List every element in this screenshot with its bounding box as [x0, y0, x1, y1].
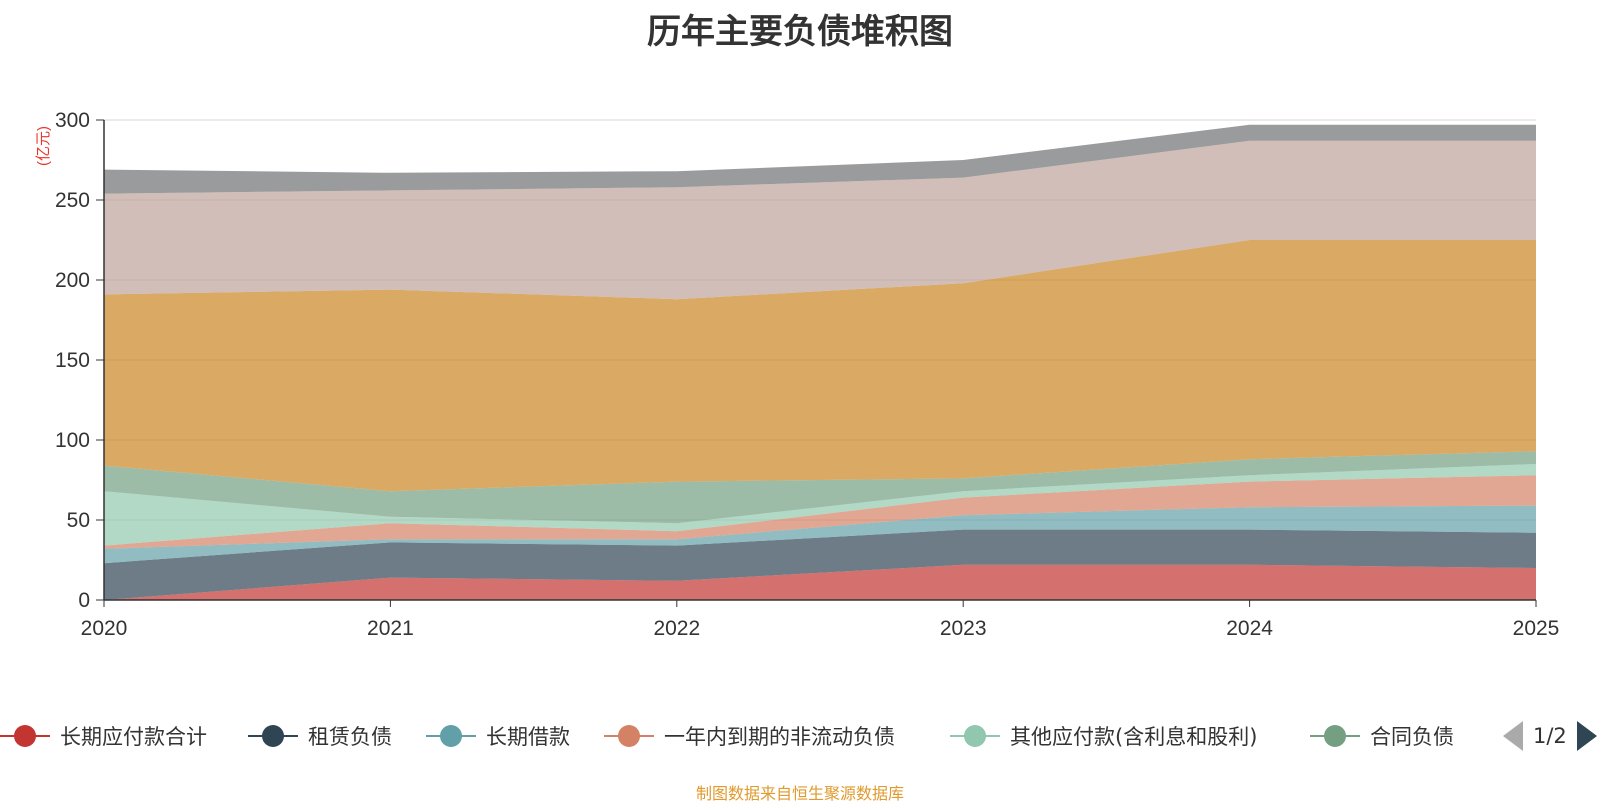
legend-page-indicator: 1/2 [1533, 724, 1567, 748]
legend-marker-icon [248, 725, 298, 747]
legend-item[interactable]: 其他应付款(含利息和股利) [950, 716, 1257, 756]
legend-item[interactable]: 一年内到期的非流动负债 [604, 716, 895, 756]
area-series-6[interactable] [104, 451, 1536, 524]
legend-label: 长期应付款合计 [60, 725, 207, 749]
legend-label: 长期借款 [486, 725, 570, 749]
y-tick-label: 100 [55, 429, 90, 452]
legend-item[interactable]: 长期借款 [426, 716, 570, 756]
x-tick-label: 2022 [653, 617, 700, 640]
source-note: 制图数据来自恒生聚源数据库 [695, 784, 904, 803]
legend: 长期应付款合计 租赁负债 长期借款 一年内到期的非流动负债 其他应付款(含利息和股利) 合… [0, 716, 1600, 756]
x-tick-label: 2020 [81, 617, 128, 640]
legend-marker-icon [0, 725, 50, 747]
y-tick-label: 0 [78, 589, 90, 612]
legend-marker-icon [604, 725, 654, 747]
chart-title: 历年主要负债堆积图 [647, 12, 953, 52]
area-series-9[interactable] [104, 124, 1536, 194]
legend-prev-page-icon[interactable] [1503, 721, 1523, 751]
legend-marker-icon [426, 725, 476, 747]
area-series-8[interactable] [104, 140, 1536, 300]
axes: 0 50 100 150 200 250 300 2020 2021 2022 2023 2024 20… [55, 109, 1559, 640]
area-series [104, 124, 1536, 600]
legend-item[interactable]: 合同负债 [1310, 716, 1454, 756]
legend-item[interactable]: 租赁负债 [248, 716, 392, 756]
chart-plot: 0 50 100 150 200 250 300 2020 2021 2022 2023 2024 20… [35, 109, 1559, 640]
x-tick-label: 2025 [1513, 617, 1560, 640]
area-series-5[interactable] [104, 464, 1536, 546]
y-tick-label: 300 [55, 109, 90, 132]
legend-label: 租赁负债 [308, 725, 392, 749]
legend-item[interactable]: 长期应付款合计 [0, 716, 207, 756]
x-tick-label: 2023 [940, 617, 987, 640]
y-tick-label: 250 [55, 189, 90, 212]
area-series-2[interactable] [104, 529, 1536, 600]
legend-label: 一年内到期的非流动负债 [664, 725, 895, 749]
legend-next-page-icon[interactable] [1576, 721, 1597, 751]
legend-label: 其他应付款(含利息和股利) [1010, 725, 1258, 749]
legend-marker-icon [950, 725, 1000, 747]
legend-pager: 1/2 [1503, 716, 1597, 756]
y-tick-label: 150 [55, 349, 90, 372]
x-tick-label: 2021 [367, 617, 414, 640]
y-unit-label: (亿元) [35, 126, 52, 166]
area-series-3[interactable] [104, 505, 1536, 564]
legend-marker-icon [1310, 725, 1360, 747]
x-tick-label: 2024 [1226, 617, 1273, 640]
area-series-4[interactable] [104, 475, 1536, 549]
y-tick-label: 200 [55, 269, 90, 292]
area-series-1[interactable] [104, 564, 1536, 600]
area-series-7[interactable] [104, 240, 1536, 492]
y-tick-label: 50 [67, 509, 90, 532]
legend-label: 合同负债 [1370, 725, 1454, 749]
